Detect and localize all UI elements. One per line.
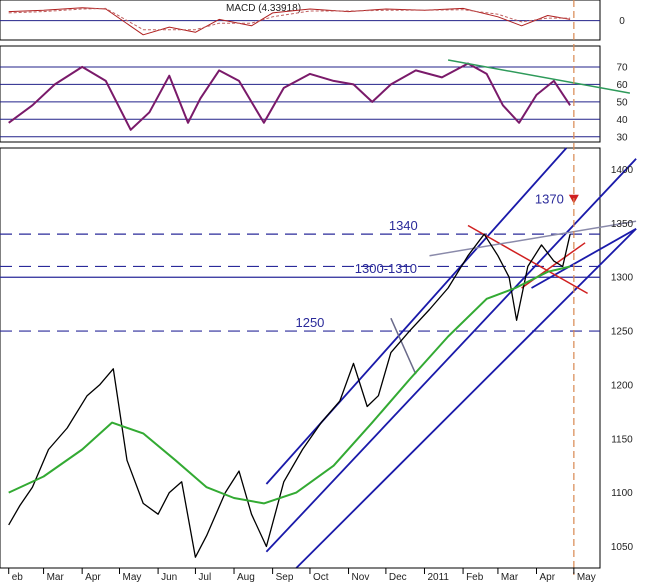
y-tick-30: 30 bbox=[616, 132, 628, 143]
x-tick-2011: 2011 bbox=[427, 572, 449, 583]
y-tick-1150: 1150 bbox=[611, 434, 633, 445]
y-tick-40: 40 bbox=[616, 115, 628, 126]
annotation-line-1 bbox=[467, 224, 588, 295]
channel-line-0 bbox=[265, 147, 568, 485]
target-label: 1370 bbox=[535, 192, 564, 207]
y-tick-0: 0 bbox=[619, 16, 625, 27]
x-axis: eb Mar Apr May Jun Jul Aug Sep Oct Nov Dec 2011 Feb M… bbox=[0, 567, 600, 583]
y-tick-1100: 1100 bbox=[611, 488, 633, 499]
y-tick-1050: 1050 bbox=[611, 542, 634, 553]
x-tick-Mar: Mar bbox=[47, 572, 65, 583]
annotation-line-4 bbox=[390, 317, 417, 375]
y-tick-1300: 1300 bbox=[611, 273, 634, 284]
macd-frame bbox=[0, 0, 601, 41]
moving-average-line bbox=[8, 265, 571, 505]
y-tick-1400: 1400 bbox=[611, 165, 634, 176]
x-tick-Nov: Nov bbox=[352, 572, 370, 583]
macd-line-0 bbox=[8, 7, 571, 36]
channel-line-2 bbox=[295, 228, 637, 569]
channel-line-3 bbox=[531, 228, 637, 289]
y-tick-1200: 1200 bbox=[611, 380, 634, 391]
macd-line-1 bbox=[8, 7, 571, 31]
oscillator-frame bbox=[0, 45, 601, 143]
y-tick-1350: 1350 bbox=[611, 219, 634, 230]
oscillator-line-0 bbox=[8, 62, 571, 131]
price-panel: 1340 1300-1310 1250 1370 1400 1350 1300 1250 1… bbox=[0, 0, 637, 575]
price-line bbox=[8, 233, 571, 558]
oscillator-line-1 bbox=[447, 59, 631, 94]
y-tick-50: 50 bbox=[616, 97, 628, 108]
x-tick-Oct: Oct bbox=[313, 572, 329, 583]
x-tick-Dec: Dec bbox=[389, 572, 407, 583]
macd-panel: MACD (4.33918) 0 bbox=[0, 0, 625, 41]
x-tick-eb: eb bbox=[12, 572, 24, 583]
annotation-line-3 bbox=[429, 220, 637, 257]
channel-line-1 bbox=[265, 158, 637, 553]
x-tick-Mar: Mar bbox=[501, 572, 519, 583]
y-tick-60: 60 bbox=[616, 80, 628, 91]
x-tick-Feb: Feb bbox=[466, 572, 484, 583]
x-tick-May: May bbox=[577, 572, 596, 583]
x-tick-Apr: Apr bbox=[85, 572, 101, 583]
y-tick-70: 70 bbox=[616, 62, 628, 73]
level-label-0: 1340 bbox=[389, 218, 418, 233]
level-label-3: 1250 bbox=[295, 315, 324, 330]
y-tick-1250: 1250 bbox=[611, 327, 634, 338]
x-tick-May: May bbox=[123, 572, 142, 583]
x-tick-Apr: Apr bbox=[540, 572, 556, 583]
macd-title: MACD (4.33918) bbox=[226, 3, 301, 14]
level-label-2: 1300-1310 bbox=[355, 261, 417, 276]
oscillator-panel: 70 60 50 40 30 bbox=[0, 45, 631, 143]
x-tick-Sep: Sep bbox=[276, 572, 294, 583]
x-tick-Jun: Jun bbox=[161, 572, 177, 583]
x-tick-Jul: Jul bbox=[198, 572, 211, 583]
x-tick-Aug: Aug bbox=[237, 572, 255, 583]
